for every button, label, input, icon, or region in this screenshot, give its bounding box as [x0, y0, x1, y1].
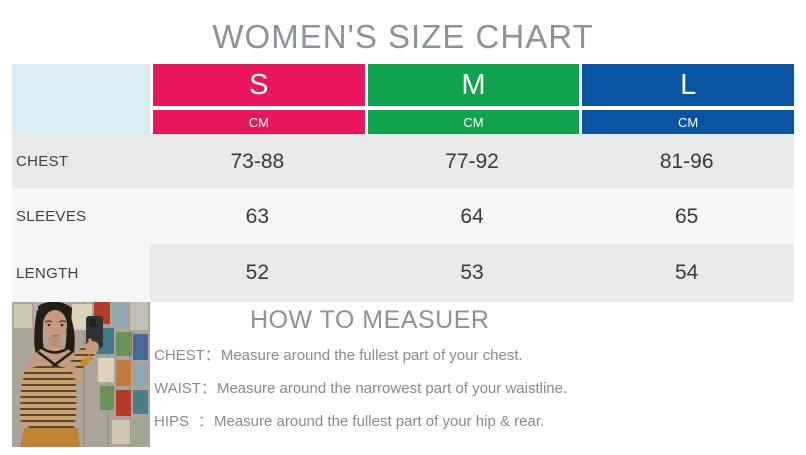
- measure-guide-list: CHEST ： Measure around the fullest part …: [150, 344, 800, 443]
- size-table: S M L CM CM CM CHEST 73-88 77-92 81-96 S…: [12, 64, 794, 302]
- measure-item-waist: WAIST ： Measure around the narrowest par…: [154, 377, 800, 410]
- measure-label: WAIST: [154, 380, 201, 397]
- measure-label: CHEST: [154, 347, 205, 364]
- measure-guide-heading: HOW TO MEASUER: [250, 306, 490, 334]
- unit-cell-m: CM: [367, 110, 580, 134]
- row-values: 63 64 65: [150, 189, 794, 244]
- row-label-chest: CHEST: [16, 153, 69, 170]
- length-value-l: 54: [675, 261, 699, 284]
- measure-item-hips: HIPS ： Measure around the fullest part o…: [154, 410, 800, 443]
- row-values: 52 53 54: [150, 244, 794, 302]
- length-value-m: 53: [460, 261, 484, 284]
- measure-separator: ：: [198, 413, 214, 430]
- sleeves-value-l: 65: [675, 204, 699, 228]
- sleeves-value-s: 63: [245, 204, 270, 228]
- measure-text: Measure around the narrowest part of you…: [216, 380, 568, 397]
- measure-text: Measure around the fullest part of your …: [214, 413, 545, 430]
- length-value-s: 52: [245, 261, 270, 284]
- measure-guide-section: HOW TO MEASUER CHEST ： Measure around th…: [150, 302, 800, 443]
- size-header-l: L: [582, 64, 794, 106]
- model-photo-illustration: [12, 302, 150, 447]
- unit-cell-l: CM: [582, 110, 794, 134]
- measure-separator: ：: [200, 380, 216, 397]
- measure-label: HIPS: [154, 413, 190, 430]
- chest-value-m: 77-92: [445, 149, 499, 173]
- row-label-length: LENGTH: [16, 264, 79, 282]
- size-header-m: M: [367, 64, 580, 106]
- table-row-length: LENGTH 52 53 54: [12, 244, 794, 302]
- table-row-chest: CHEST 73-88 77-92 81-96: [12, 134, 794, 189]
- sleeves-value-m: 64: [460, 204, 484, 228]
- chest-value-l: 81-96: [659, 149, 714, 173]
- table-row-sleeves: SLEEVES 63 64 65: [12, 189, 794, 244]
- measure-separator: ：: [204, 347, 220, 364]
- model-mirror-selfie-photo: [12, 302, 150, 447]
- table-corner-cell: [12, 64, 150, 134]
- unit-cell-s: CM: [153, 110, 365, 134]
- size-table-header: S M L CM CM CM: [12, 64, 794, 134]
- page-title: WOMEN'S SIZE CHART: [212, 18, 594, 55]
- row-values: 73-88 77-92 81-96: [150, 134, 794, 189]
- chest-value-s: 73-88: [230, 149, 285, 173]
- measure-text: Measure around the fullest part of your …: [220, 347, 523, 364]
- size-header-s: S: [153, 64, 365, 106]
- row-label-sleeves: SLEEVES: [16, 208, 87, 225]
- measure-item-chest: CHEST ： Measure around the fullest part …: [154, 344, 800, 377]
